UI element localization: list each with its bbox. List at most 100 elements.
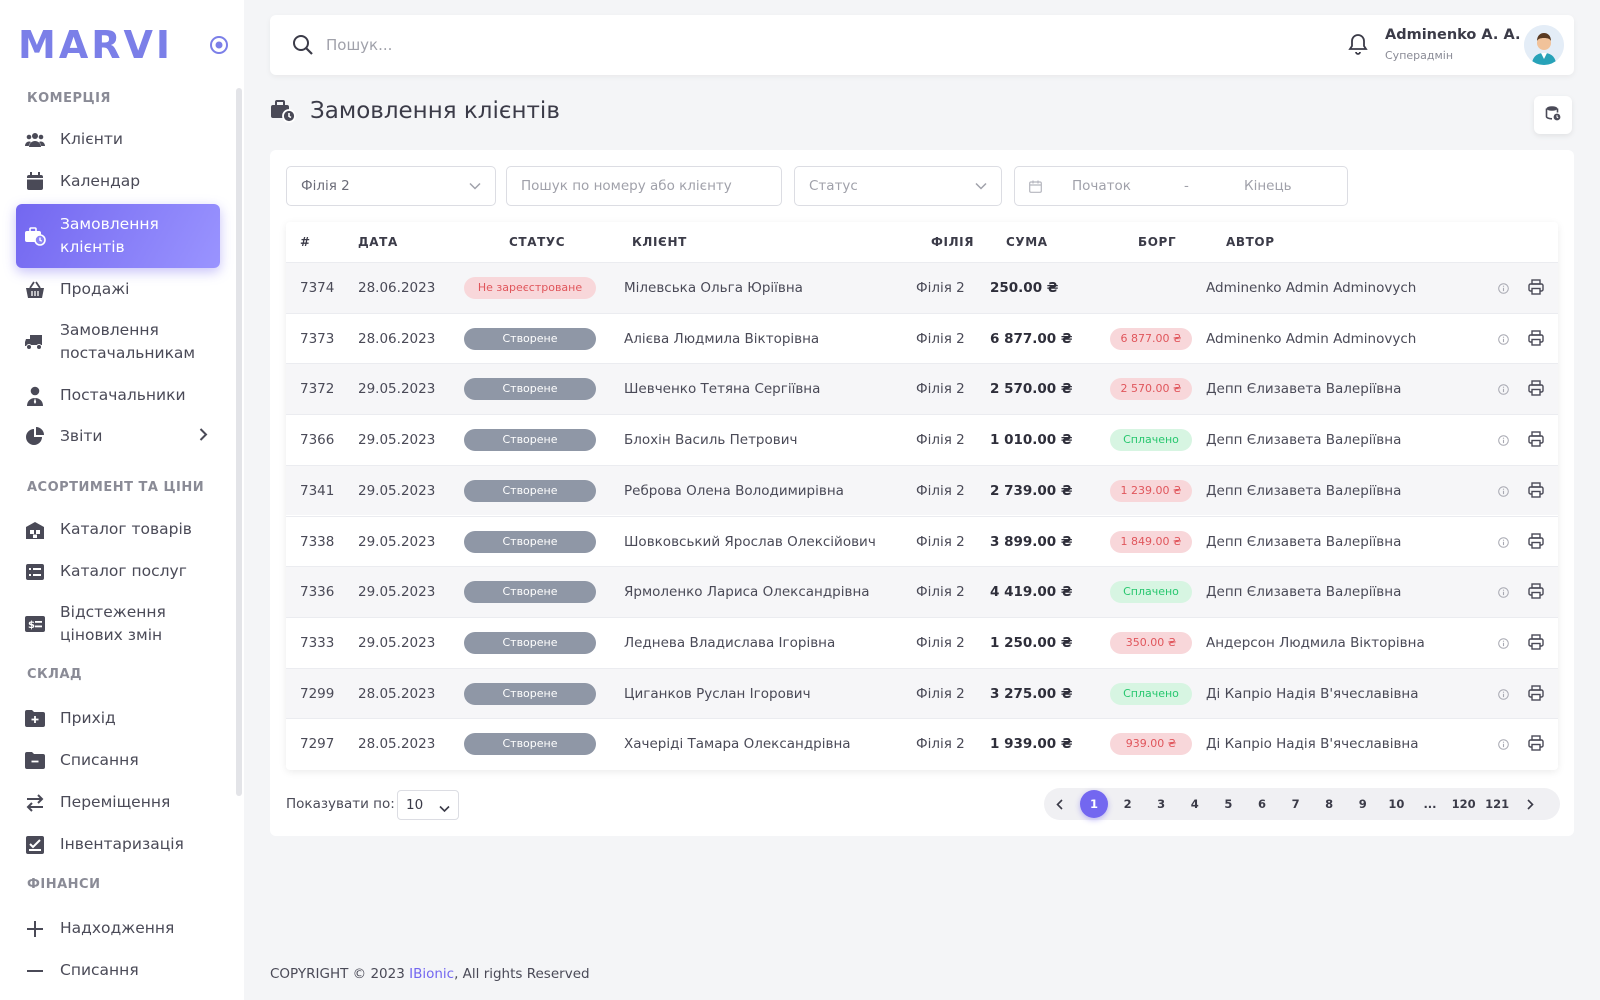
print-icon[interactable] [1528,634,1544,654]
client-name[interactable]: Шовковський Ярослав Олексійович [624,533,876,550]
order-number[interactable]: 7373 [300,330,335,347]
sidebar-item-service-catalog[interactable]: Каталог послуг [16,560,220,583]
order-number[interactable]: 7374 [300,280,335,296]
order-number[interactable]: 7333 [300,634,335,651]
info-icon[interactable] [1498,586,1509,602]
column-header-sum[interactable]: СУМА [1006,235,1048,249]
info-icon[interactable] [1498,738,1509,754]
status-select[interactable]: Статус [794,166,1002,206]
sidebar-item-calendar[interactable]: Календар [16,170,220,193]
database-button[interactable] [1534,96,1572,134]
sidebar-item-sales[interactable]: Продажі [16,278,220,301]
sidebar-item-suppliers[interactable]: Постачальники [16,384,220,407]
client-name[interactable]: Леднева Владислава Ігорівна [624,634,836,651]
logo[interactable]: MARVI [18,23,174,67]
print-icon[interactable] [1528,583,1544,603]
pagination-page-button[interactable]: 8 [1325,797,1334,811]
sidebar-item-reports[interactable]: Звіти [16,425,220,448]
table-row[interactable]: 7338 29.05.2023 Створене Шовковський Яросла… [286,515,1558,566]
info-icon[interactable] [1498,485,1509,501]
table-row[interactable]: 7374 28.06.2023 Не зареєстроване Мілевська … [286,262,1558,313]
sidebar-item-product-catalog[interactable]: Каталог товарів [16,518,220,541]
order-number[interactable]: 7297 [300,736,335,753]
client-name[interactable]: Циганков Руслан Ігорович [624,685,811,702]
sidebar-item-writeoff[interactable]: Списання [16,749,220,772]
sidebar-item-expenses[interactable]: Списання [16,959,220,982]
sidebar-item-client-orders[interactable]: Замовлення клієнтів [16,204,220,268]
pagination-page-button[interactable]: 1 [1080,790,1108,818]
client-name[interactable]: Шевченко Тетяна Сергіївна [624,381,821,398]
footer-brand-link[interactable]: IBionic [409,966,455,982]
order-number[interactable]: 7341 [300,482,335,499]
pagination-page-button[interactable]: 10 [1388,797,1405,811]
pagination-page-button[interactable]: 2 [1123,797,1132,811]
order-number[interactable]: 7336 [300,584,335,601]
info-icon[interactable] [1498,434,1509,450]
pagination-page-button[interactable]: 121 [1485,797,1510,811]
search-icon[interactable] [292,34,314,60]
pagination-page-button[interactable]: 9 [1358,797,1367,811]
table-row[interactable]: 7333 29.05.2023 Створене Леднева Владислава… [286,616,1558,668]
sidebar-item-price-tracking[interactable]: $ Відстеження цінових змін [16,601,220,647]
info-icon[interactable] [1498,333,1509,349]
column-header-debt[interactable]: БОРГ [1138,235,1177,249]
sidebar-item-inventory[interactable]: Інвентаризація [16,833,220,856]
order-number[interactable]: 7299 [300,685,335,702]
print-icon[interactable] [1528,380,1544,400]
print-icon[interactable] [1528,279,1544,299]
info-icon[interactable] [1498,688,1509,704]
column-header-date[interactable]: ДАТА [358,235,398,249]
table-row[interactable]: 7297 28.05.2023 Створене Хачеріді Тамара Ол… [286,718,1558,769]
info-icon[interactable] [1498,536,1509,552]
sidebar-item-clients[interactable]: Клієнти [16,128,220,151]
column-header-number[interactable]: # [300,235,311,249]
branch-select[interactable]: Філія 2 [286,166,496,206]
column-header-author[interactable]: АВТОР [1226,235,1275,249]
table-row[interactable]: 7341 29.05.2023 Створене Реброва Олена Воло… [286,464,1558,516]
info-icon[interactable] [1498,383,1509,399]
print-icon[interactable] [1528,431,1544,451]
sidebar-item-income[interactable]: Прихід [16,707,220,730]
pagination-prev-button[interactable] [1046,790,1074,818]
order-number[interactable]: 7338 [300,533,335,550]
print-icon[interactable] [1528,684,1544,705]
pagination-page-button[interactable]: 5 [1224,797,1233,811]
client-name[interactable]: Блохін Василь Петрович [624,432,798,449]
print-icon[interactable] [1528,532,1544,553]
pagination-next-button[interactable] [1516,790,1544,818]
table-row[interactable]: 7336 29.05.2023 Створене Ярмоленко Лариса О… [286,566,1558,617]
client-name[interactable]: Ярмоленко Лариса Олександрівна [624,584,870,601]
sidebar-item-supplier-orders[interactable]: Замовлення постачальникам [16,319,220,365]
table-row[interactable]: 7299 28.05.2023 Створене Циганков Руслан Іг… [286,667,1558,719]
order-number[interactable]: 7366 [300,432,335,449]
table-row[interactable]: 7373 28.06.2023 Створене Алієва Людмила Вік… [286,312,1558,364]
client-name[interactable]: Мілевська Ольга Юріївна [624,280,803,296]
order-number[interactable]: 7372 [300,381,335,398]
column-header-client[interactable]: КЛІЄНТ [632,235,687,249]
pagination-page-button[interactable]: 6 [1257,797,1266,811]
column-header-branch[interactable]: ФІЛІЯ [931,235,975,249]
sidebar-toggle-icon[interactable] [208,34,230,56]
pagination-page-button[interactable]: 120 [1451,797,1476,811]
info-icon[interactable] [1498,282,1509,298]
print-icon[interactable] [1528,735,1544,755]
client-name[interactable]: Реброва Олена Володимирівна [624,482,844,499]
sidebar-scrollbar[interactable] [236,88,242,796]
user-name[interactable]: Adminenko A. A. [1385,27,1521,43]
print-icon[interactable] [1528,482,1544,502]
print-icon[interactable] [1528,329,1544,350]
global-search-input[interactable] [326,29,826,61]
client-name[interactable]: Хачеріді Тамара Олександрівна [624,736,851,753]
client-name[interactable]: Алієва Людмила Вікторівна [624,330,820,347]
sidebar-item-transfer[interactable]: Переміщення [16,791,220,814]
table-row[interactable]: 7366 29.05.2023 Створене Блохін Василь Петр… [286,414,1558,465]
info-icon[interactable] [1498,637,1509,653]
per-page-select[interactable]: 10 [397,790,459,820]
pagination-page-button[interactable]: 4 [1190,797,1199,811]
column-header-status[interactable]: СТАТУС [509,235,566,249]
date-range-picker[interactable]: Початок - Кінець [1014,166,1348,206]
sidebar-item-receipts[interactable]: Надходження [16,917,220,940]
avatar[interactable] [1524,25,1564,65]
table-row[interactable]: 7372 29.05.2023 Створене Шевченко Тетяна Се… [286,363,1558,414]
pagination-page-button[interactable]: 7 [1291,797,1300,811]
